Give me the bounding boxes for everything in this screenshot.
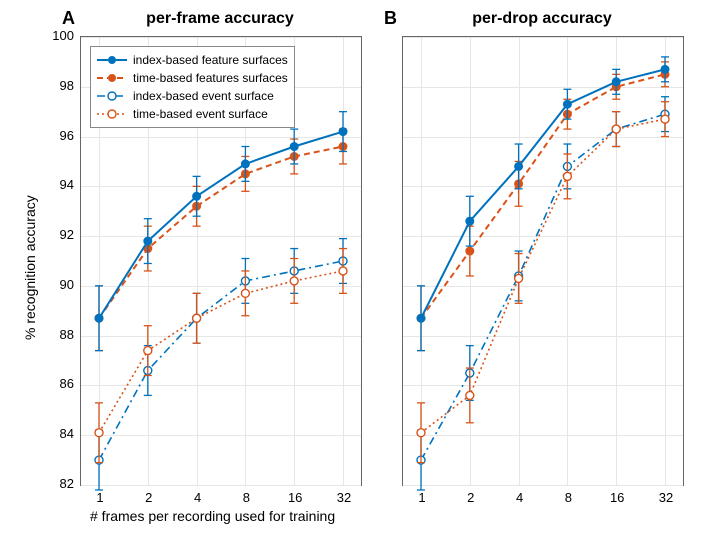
series-marker <box>466 391 474 399</box>
series-marker <box>339 128 347 136</box>
legend-box: index-based feature surfacestime-based f… <box>90 46 295 128</box>
x-tick-label: 2 <box>459 490 483 505</box>
grid-line <box>403 485 683 486</box>
legend-label: time-based event surface <box>133 105 268 123</box>
series-marker <box>612 78 620 86</box>
y-tick-label: 96 <box>34 128 74 143</box>
y-tick-label: 88 <box>34 327 74 342</box>
series-marker <box>515 162 523 170</box>
series-marker <box>339 267 347 275</box>
y-tick-label: 84 <box>34 426 74 441</box>
series-marker <box>241 160 249 168</box>
series-marker <box>193 192 201 200</box>
x-tick-label: 8 <box>556 490 580 505</box>
y-tick-label: 98 <box>34 78 74 93</box>
series-line <box>421 114 665 460</box>
series-marker <box>241 289 249 297</box>
series-line <box>99 271 343 433</box>
series-line <box>99 147 343 319</box>
legend-item: index-based event surface <box>97 87 288 105</box>
series-marker <box>466 247 474 255</box>
x-tick-label: 16 <box>283 490 307 505</box>
legend-swatch <box>97 53 127 67</box>
y-tick-label: 100 <box>34 28 74 43</box>
x-tick-label: 32 <box>654 490 678 505</box>
panel-b-label: B <box>384 8 397 29</box>
series-marker <box>290 143 298 151</box>
legend-item: index-based feature surfaces <box>97 51 288 69</box>
panel-b-plot-area <box>402 36 684 486</box>
plot-svg <box>403 37 683 485</box>
series-line <box>421 69 665 318</box>
series-marker <box>563 172 571 180</box>
y-tick-label: 86 <box>34 376 74 391</box>
series-marker <box>144 347 152 355</box>
series-marker <box>661 115 669 123</box>
figure-root: A per-frame accuracy B per-drop accuracy… <box>0 0 714 533</box>
series-marker <box>417 429 425 437</box>
grid-line <box>81 485 361 486</box>
series-marker <box>290 277 298 285</box>
panel-a-label: A <box>62 8 75 29</box>
series-marker <box>563 100 571 108</box>
series-marker <box>144 237 152 245</box>
series-marker <box>417 314 425 322</box>
legend-item: time-based features surfaces <box>97 69 288 87</box>
series-marker <box>515 274 523 282</box>
series-line <box>99 132 343 319</box>
legend-swatch <box>97 71 127 85</box>
panel-a-title: per-frame accuracy <box>80 10 360 28</box>
y-axis-label: % recognition accuracy <box>22 195 38 340</box>
y-tick-label: 94 <box>34 177 74 192</box>
legend-label: index-based feature surfaces <box>133 51 288 69</box>
x-tick-label: 32 <box>332 490 356 505</box>
x-tick-label: 16 <box>605 490 629 505</box>
legend-item: time-based event surface <box>97 105 288 123</box>
series-marker <box>95 429 103 437</box>
series-line <box>421 74 665 318</box>
y-tick-label: 82 <box>34 476 74 491</box>
series-line <box>99 261 343 460</box>
legend-label: index-based event surface <box>133 87 274 105</box>
series-marker <box>661 65 669 73</box>
y-tick-label: 90 <box>34 277 74 292</box>
panel-b-title: per-drop accuracy <box>402 10 682 28</box>
x-tick-label: 2 <box>137 490 161 505</box>
legend-swatch <box>97 89 127 103</box>
x-tick-label: 4 <box>508 490 532 505</box>
x-tick-label: 8 <box>234 490 258 505</box>
legend-swatch <box>97 107 127 121</box>
x-axis-label: # frames per recording used for training <box>90 508 335 524</box>
series-marker <box>612 125 620 133</box>
series-marker <box>193 314 201 322</box>
legend-label: time-based features surfaces <box>133 69 288 87</box>
y-tick-label: 92 <box>34 227 74 242</box>
x-tick-label: 1 <box>88 490 112 505</box>
x-tick-label: 4 <box>186 490 210 505</box>
series-line <box>421 119 665 433</box>
series-marker <box>466 217 474 225</box>
x-tick-label: 1 <box>410 490 434 505</box>
series-marker <box>95 314 103 322</box>
